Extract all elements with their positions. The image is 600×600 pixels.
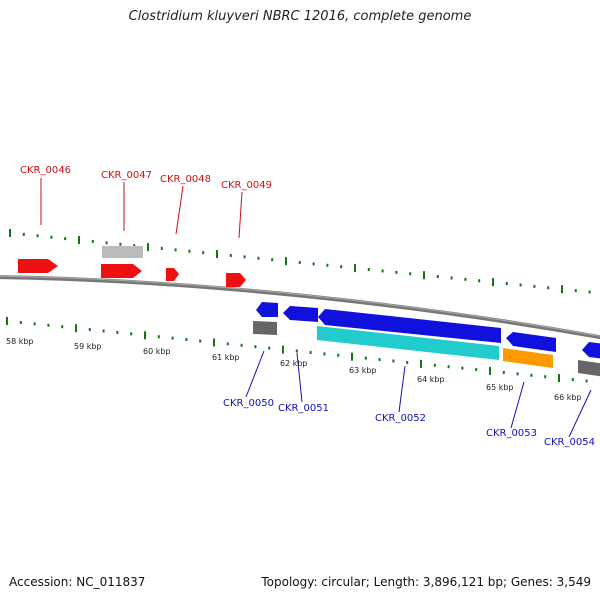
scale-label: 58 kbp xyxy=(6,337,34,346)
gene-arrow-ckr-0050[interactable] xyxy=(256,302,278,317)
gene-label-ckr-0046[interactable]: CKR_0046 xyxy=(20,165,71,176)
gene-arrow-ckr-0052[interactable] xyxy=(318,309,501,343)
gene-arrow-ckr-0048[interactable] xyxy=(166,268,179,281)
scale-label: 59 kbp xyxy=(74,342,102,351)
bottom-gene-labels: CKR_0050 CKR_0051 CKR_0052 CKR_0053 CKR_… xyxy=(223,398,595,448)
top-gene-labels: CKR_0046 CKR_0047 CKR_0048 CKR_0049 xyxy=(20,165,272,191)
reverse-strand-genes xyxy=(253,302,600,377)
genome-backbone xyxy=(0,275,600,340)
gene-arrow-ckr-0046[interactable] xyxy=(18,259,58,273)
top-leader-lines xyxy=(40,178,243,239)
forward-strand-genes xyxy=(18,246,246,287)
gene-arrow-ckr-0049[interactable] xyxy=(226,273,246,287)
gene-arrow-ckr-0054[interactable] xyxy=(582,342,600,359)
scale-label: 66 kbp xyxy=(554,393,582,402)
scale-label: 63 kbp xyxy=(349,366,377,375)
gene-arrow-ckr-0047[interactable] xyxy=(101,264,142,278)
scale-label: 61 kbp xyxy=(212,353,240,362)
gene-label-ckr-0051[interactable]: CKR_0051 xyxy=(278,403,329,414)
gene-feature-ckr-0050-gray[interactable] xyxy=(253,321,277,335)
upper-tick-row xyxy=(9,229,591,294)
gene-label-ckr-0053[interactable]: CKR_0053 xyxy=(486,428,537,439)
gene-feature-ckr-0047-gray[interactable] xyxy=(102,246,143,258)
scale-labels: 58 kbp 59 kbp 60 kbp 61 kbp 62 kbp 63 kb… xyxy=(6,337,582,402)
lower-tick-row xyxy=(6,317,588,383)
gene-label-ckr-0049[interactable]: CKR_0049 xyxy=(221,180,272,191)
gene-label-ckr-0050[interactable]: CKR_0050 xyxy=(223,398,274,409)
gene-label-ckr-0052[interactable]: CKR_0052 xyxy=(375,413,426,424)
gene-label-ckr-0054[interactable]: CKR_0054 xyxy=(544,437,595,448)
scale-label: 65 kbp xyxy=(486,383,514,392)
gene-feature-ckr-0054-gray[interactable] xyxy=(578,360,600,377)
genome-title: Clostridium kluyveri NBRC 12016, complet… xyxy=(128,9,472,24)
gene-arrow-ckr-0053[interactable] xyxy=(506,332,556,352)
accession-text: Accession: NC_011837 xyxy=(9,575,146,589)
genome-backbone-highlight xyxy=(0,275,600,337)
genome-summary-text: Topology: circular; Length: 3,896,121 bp… xyxy=(261,575,591,589)
gene-arrow-ckr-0051[interactable] xyxy=(283,306,318,322)
scale-label: 64 kbp xyxy=(417,375,445,384)
gene-label-ckr-0047[interactable]: CKR_0047 xyxy=(101,170,152,181)
bottom-leader-lines xyxy=(245,350,592,438)
gene-feature-ckr-0052-cyan[interactable] xyxy=(317,326,499,360)
scale-label: 62 kbp xyxy=(280,359,308,368)
gene-label-ckr-0048[interactable]: CKR_0048 xyxy=(160,174,211,185)
gene-feature-ckr-0053-orange[interactable] xyxy=(503,348,553,368)
scale-label: 60 kbp xyxy=(143,347,171,356)
